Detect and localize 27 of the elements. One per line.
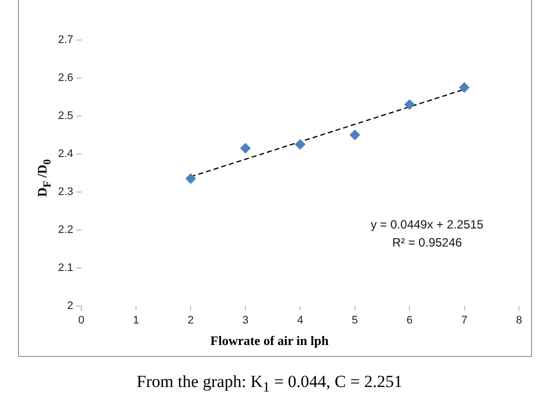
y-tick-label: 2.7 xyxy=(58,34,74,46)
annotation: y = 0.0449x + 2.2515 xyxy=(370,218,484,232)
point xyxy=(350,130,360,140)
y-tick-label: 2.2 xyxy=(58,224,74,236)
point xyxy=(240,143,251,154)
x-tick-label: 3 xyxy=(242,314,248,326)
point xyxy=(459,82,470,93)
y-tick-label: 2.6 xyxy=(58,72,74,84)
y-tick-label: 2.5 xyxy=(58,110,74,122)
y-tick-label: 2 xyxy=(67,300,74,312)
x-tick-label: 6 xyxy=(406,314,413,326)
point xyxy=(295,139,306,150)
x-tick-label: 8 xyxy=(516,314,522,326)
x-axis-title: Flowrate of air in lph xyxy=(209,333,330,349)
x-tick-label: 2 xyxy=(188,314,194,326)
y-tick-label: 2.3 xyxy=(58,186,74,198)
point xyxy=(186,173,196,184)
x-tick-label: 0 xyxy=(78,314,84,326)
point xyxy=(404,99,415,110)
x-tick-label: 5 xyxy=(352,314,358,326)
x-tick-label: 7 xyxy=(461,314,468,326)
annotation: R² = 0.95246 xyxy=(392,236,462,250)
x-tick-label: 1 xyxy=(132,314,140,326)
y-tick-label: 2.1 xyxy=(58,262,74,274)
text: From the graph: K$_{1}$ = 0.044, C = 2.251 xyxy=(136,372,404,396)
x-tick-label: 4 xyxy=(297,314,304,326)
y-tick-label: 2.4 xyxy=(58,148,74,160)
